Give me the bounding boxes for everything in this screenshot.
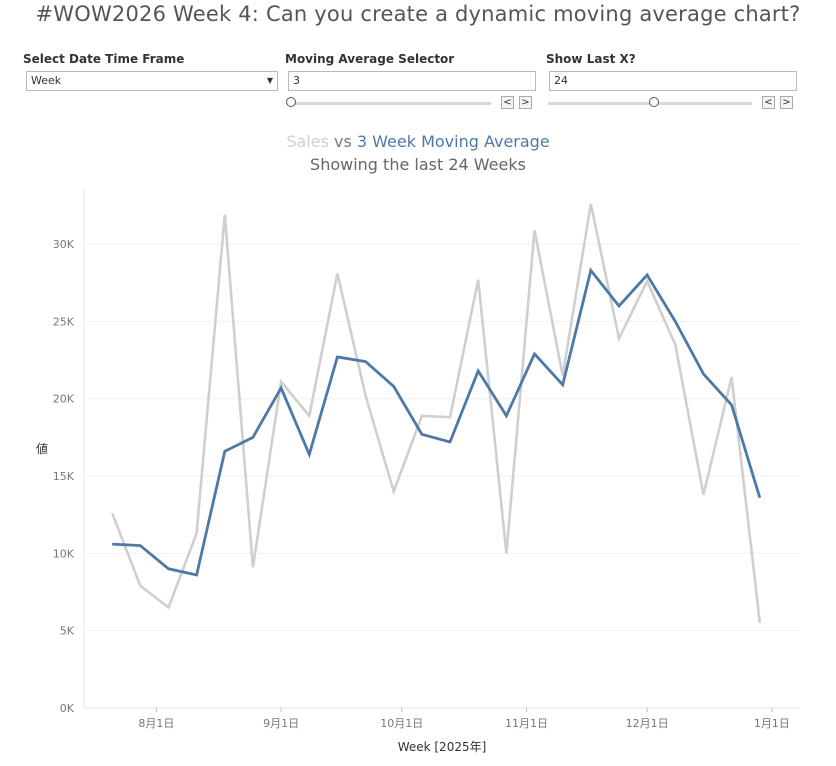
y-tick-label: 15K bbox=[53, 470, 75, 483]
moving-average-input[interactable]: 3 bbox=[288, 71, 536, 91]
chart-title-moving-average: 3 Week Moving Average bbox=[356, 132, 550, 151]
date-frame-control: Select Date Time Frame Week ▼ bbox=[23, 52, 278, 91]
show-last-control: Show Last X? 24 < > bbox=[546, 52, 797, 111]
y-tick-label: 25K bbox=[53, 315, 75, 328]
x-axis-label: Week [2025年] bbox=[398, 740, 487, 754]
moving-average-slider-thumb[interactable] bbox=[286, 97, 296, 107]
show-last-slider[interactable]: < > bbox=[546, 95, 794, 111]
show-last-input[interactable]: 24 bbox=[549, 71, 797, 91]
y-tick-label: 5K bbox=[60, 625, 75, 638]
show-last-label: Show Last X? bbox=[546, 52, 636, 66]
sales-line bbox=[110, 203, 762, 624]
moving-average-control: Moving Average Selector 3 < > bbox=[285, 52, 536, 111]
dropdown-arrow-icon[interactable]: ▼ bbox=[266, 76, 273, 85]
chart-title-sales: Sales bbox=[286, 132, 329, 151]
y-axis-label: 値 bbox=[36, 441, 48, 456]
moving-average-slider-track[interactable] bbox=[287, 102, 491, 105]
chart-title: Sales vs 3 Week Moving Average bbox=[0, 132, 836, 151]
dashboard-title: #WOW2026 Week 4: Can you create a dynami… bbox=[35, 2, 801, 26]
x-tick-label: 8月1日 bbox=[138, 717, 174, 730]
x-tick-label: 9月1日 bbox=[263, 717, 299, 730]
moving-average-next-button[interactable]: > bbox=[519, 96, 532, 109]
y-tick-label: 0K bbox=[60, 702, 75, 715]
show-last-next-button[interactable]: > bbox=[780, 96, 793, 109]
y-tick-label: 20K bbox=[53, 393, 75, 406]
chart-series bbox=[110, 203, 762, 624]
date-frame-value: Week bbox=[31, 74, 62, 87]
show-last-prev-button[interactable]: < bbox=[762, 96, 775, 109]
y-tick-label: 30K bbox=[53, 238, 75, 251]
x-tick-label: 1月1日 bbox=[754, 717, 790, 730]
x-axis: 8月1日 9月1日 10月1日 11月1日 12月1日 1月1日 bbox=[138, 708, 790, 730]
x-tick-label: 12月1日 bbox=[626, 717, 669, 730]
y-tick-label: 10K bbox=[53, 547, 75, 560]
x-tick-label: 11月1日 bbox=[505, 717, 548, 730]
date-frame-select[interactable]: Week ▼ bbox=[26, 71, 278, 91]
moving-average-label: Moving Average Selector bbox=[285, 52, 455, 66]
moving-average-line bbox=[112, 267, 762, 577]
chart-subtitle: Showing the last 24 Weeks bbox=[310, 155, 526, 174]
moving-average-prev-button[interactable]: < bbox=[501, 96, 514, 109]
chart-title-vs: vs bbox=[328, 132, 357, 151]
x-tick-label: 10月1日 bbox=[380, 717, 423, 730]
chart-grid bbox=[83, 190, 800, 709]
moving-average-slider[interactable]: < > bbox=[285, 95, 533, 111]
date-frame-label: Select Date Time Frame bbox=[23, 52, 185, 66]
y-axis: 0K 5K 10K 15K 20K 25K 30K bbox=[53, 238, 75, 715]
show-last-slider-thumb[interactable] bbox=[649, 97, 659, 107]
